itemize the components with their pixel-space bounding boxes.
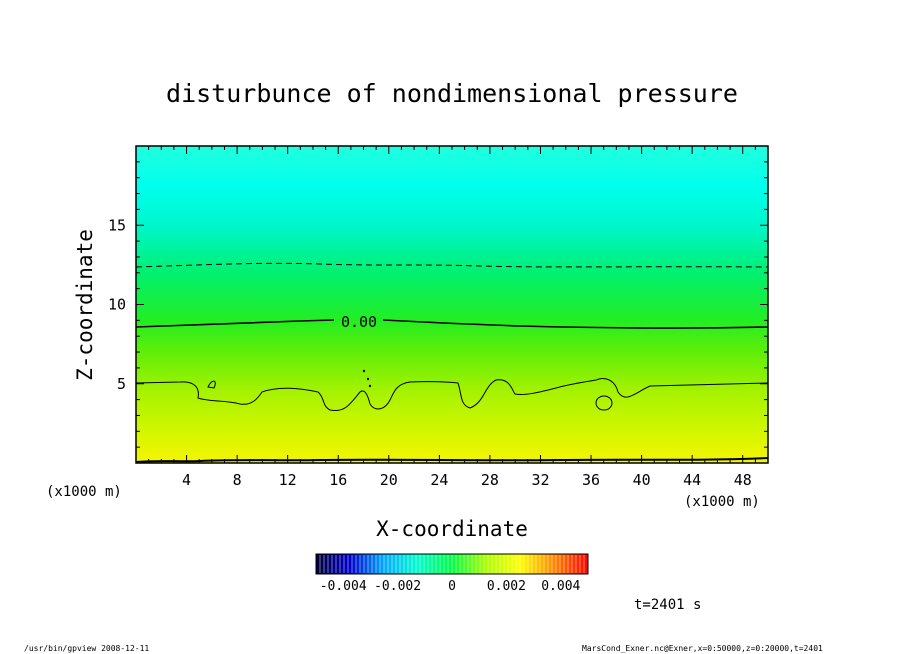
- x-tick-label: 28: [481, 471, 499, 489]
- contour-zero: [136, 319, 768, 329]
- y-tick-label: 5: [117, 375, 126, 393]
- contour-label-zero: 0.00: [341, 313, 377, 331]
- x-unit-left: (x1000 m): [46, 484, 122, 500]
- x-tick-label: 20: [380, 471, 398, 489]
- time-label: t=2401 s: [634, 597, 701, 613]
- x-tick-label: 16: [329, 471, 347, 489]
- x-tick-label: 32: [531, 471, 549, 489]
- footer-right: MarsCond_Exner.nc@Exner,x=0:50000,z=0:20…: [582, 644, 823, 653]
- x-tick-label: 40: [633, 471, 651, 489]
- contour-loop-1: [595, 395, 613, 411]
- colorbar-tick-label: -0.002: [374, 579, 421, 594]
- x-axis-label: X-coordinate: [376, 517, 528, 541]
- contour-wavy: [136, 378, 768, 412]
- colorbar-tick-label: 0: [448, 579, 456, 594]
- x-unit-right: (x1000 m): [684, 494, 760, 510]
- x-tick-label: 12: [279, 471, 297, 489]
- colorbar-tick-label: 0.002: [487, 579, 526, 594]
- contour-dot-1: [362, 369, 366, 373]
- colorbar-lines: [319, 555, 585, 573]
- x-tick-label: 48: [734, 471, 752, 489]
- x-tick-label: 4: [182, 471, 191, 489]
- colorbar: [315, 553, 589, 575]
- contour-small-1: [207, 380, 216, 389]
- colorbar-tick-label: -0.004: [320, 579, 367, 594]
- y-axis-ticks: 5 10 15: [108, 161, 768, 448]
- chart-title: disturbunce of nondimensional pressure: [166, 79, 738, 108]
- x-tick-label: 36: [582, 471, 600, 489]
- x-tick-label: 8: [233, 471, 242, 489]
- y-tick-label: 15: [108, 216, 126, 234]
- y-tick-label: 10: [108, 296, 126, 314]
- colorbar-tick-labels: -0.004 -0.002 0 0.002 0.004: [320, 579, 581, 594]
- x-tick-label: 44: [683, 471, 701, 489]
- contour-dashed: [136, 262, 768, 268]
- contour-dot-2: [366, 377, 370, 381]
- y-axis-label: Z-coordinate: [73, 229, 97, 381]
- contour-dot-3: [368, 384, 372, 388]
- x-axis-ticks: 4 8 12 16 20 24 28 32 36 40 44 48: [148, 146, 756, 489]
- footer-left: /usr/bin/gpview 2008-12-11: [24, 644, 149, 653]
- plot-field: [136, 146, 768, 463]
- colorbar-tick-label: 0.004: [541, 579, 580, 594]
- x-tick-label: 24: [430, 471, 448, 489]
